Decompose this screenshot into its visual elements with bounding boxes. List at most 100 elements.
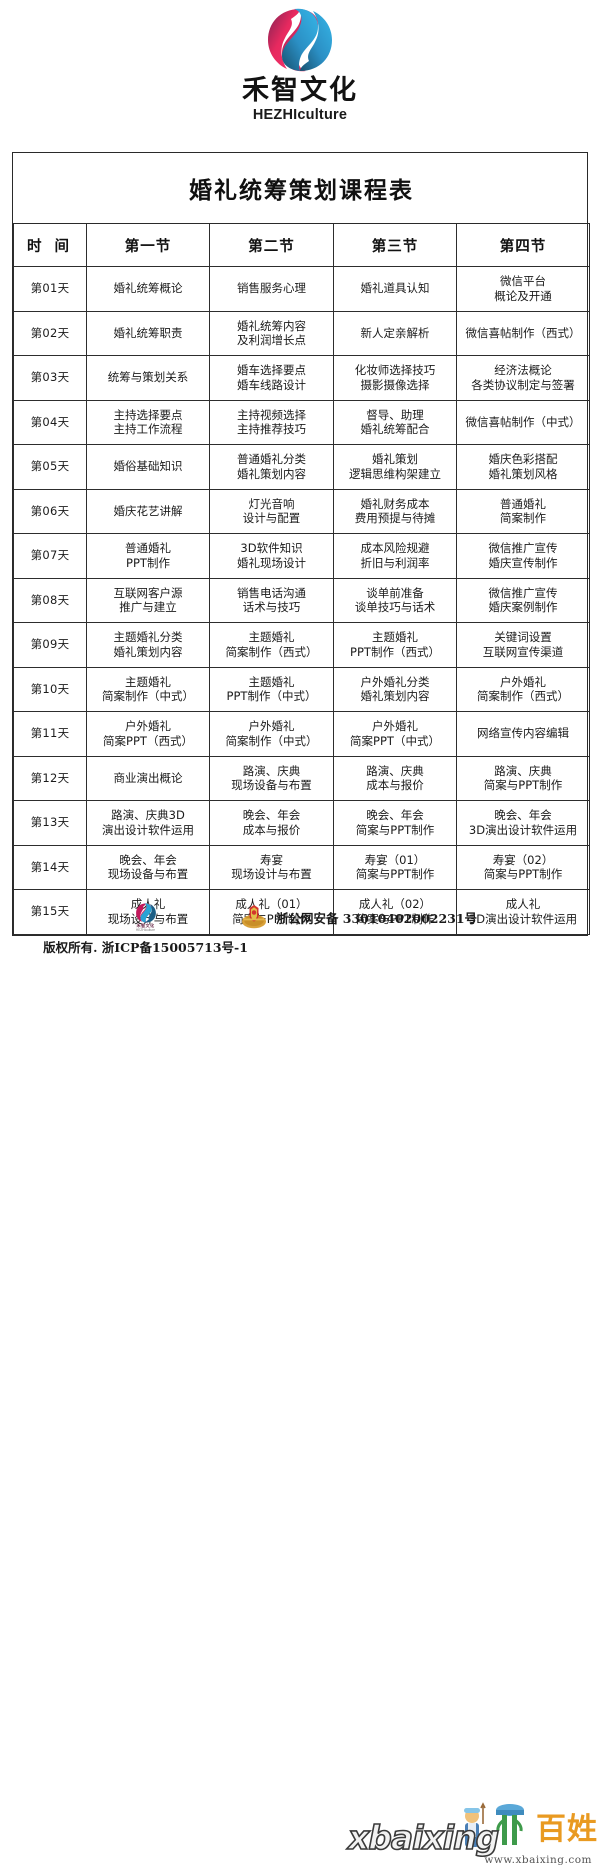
cell-line: 普通婚礼分类 (237, 452, 306, 467)
site-watermark: 百姓 xbaixing www.xbaixing.com (330, 1800, 600, 1870)
cell-session-2: 主题婚礼 简案制作（西式） (209, 622, 334, 668)
cell-session-3: 路演、庆典 成本与报价 (333, 755, 457, 801)
table-row: 第08天 互联网客户源 推广与建立 销售电话沟通 话术与技巧 谈单前准备 谈单技巧与话术 微信… (13, 577, 591, 623)
cell-session-1: 统筹与策划关系 (86, 355, 210, 401)
cell-line: 谈单技巧与话术 (354, 600, 436, 615)
cell-line: 成本风险规避 (360, 541, 430, 556)
cell-line: 成本与报价 (366, 778, 424, 793)
cell-line: 微信喜帖制作（西式） (465, 325, 581, 340)
watermark-figure-icon (464, 1802, 524, 1847)
cell-session-1: 普通婚礼 PPT制作 (86, 533, 210, 579)
cell-line: 概论及开通 (494, 288, 552, 303)
table-row: 第14天 晚会、年会 现场设备与布置 寿宴 现场设计与布置 寿宴（01） 简案与PPT制作寿… (13, 844, 591, 890)
cell-line: 户外婚礼分类 (360, 674, 430, 689)
cell-session-1: 婚俗基础知识 (86, 444, 210, 490)
cell-line: 推广与建立 (119, 600, 177, 615)
cell-line: 户外婚礼 (248, 719, 295, 734)
hezhi-swirl-logo-icon (268, 8, 332, 72)
cell-line: 销售电话沟通 (237, 585, 306, 600)
table-row: 第05天 婚俗基础知识 普通婚礼分类 婚礼策划内容 婚礼策划 逻辑思维构架建立 婚庆色彩搭配… (13, 444, 591, 490)
cell-session-3: 户外婚礼 简案PPT（中式） (333, 711, 457, 757)
cell-line: 主题婚礼 (248, 674, 295, 689)
cell-line: 简案制作（中式） (225, 733, 318, 748)
footer-logo-name-cn: 禾智文化 (136, 923, 155, 928)
cell-line: 微信推广宣传 (488, 541, 558, 556)
cell-session-4: 网络宣传内容编辑 (455, 711, 591, 757)
copyright-block: 禾智文化 HEZHIculture 版权所有. 浙ICP备15005713号-1 (28, 902, 263, 956)
police-record-block: 浙公网安备 33010402002231号 (241, 902, 477, 932)
cell-day: 第01天 (13, 266, 87, 312)
cell-session-4: 户外婚礼 简案制作（西式） (455, 666, 591, 712)
cell-day: 第05天 (13, 444, 87, 490)
cell-day: 第03天 (13, 355, 87, 401)
table-row: 第12天 商业演出概论 路演、庆典 现场设备与布置 路演、庆典 成本与报价 路演、庆典 简案与… (13, 755, 591, 801)
cell-session-1: 婚礼统筹职责 (86, 310, 210, 356)
cell-session-3: 寿宴（01） 简案与PPT制作 (333, 844, 457, 890)
cell-line: 婚礼统筹职责 (113, 325, 183, 340)
cell-line: 路演、庆典 (366, 763, 424, 778)
cell-session-3: 晚会、年会 简案与PPT制作 (333, 800, 457, 846)
table-row: 第06天 婚庆花艺讲解 灯光音响 设计与配置 婚礼财务成本 费用预提与待摊 普通婚礼 简案制作 (13, 488, 591, 534)
police-record-row[interactable]: 浙公网安备 33010402002231号 (239, 902, 477, 932)
cell-session-1: 主持选择要点 主持工作流程 (86, 399, 210, 445)
column-header-session-4: 第四节 (455, 223, 591, 267)
cell-line: 婚礼策划风格 (488, 466, 558, 481)
cell-line: 婚礼策划内容 (237, 466, 306, 481)
cell-session-2: 主题婚礼 PPT制作（中式） (209, 666, 334, 712)
cell-session-2: 普通婚礼分类 婚礼策划内容 (209, 444, 334, 490)
cell-line: 互联网宣传渠道 (482, 644, 564, 659)
cell-line: 简案PPT（中式） (350, 733, 440, 748)
schedule-sheet: 婚礼统筹策划课程表 时 间 第一节 第二节 第三节 第四节 第01天 婚礼统筹概论… (12, 152, 591, 936)
cell-line: 主题婚礼 (372, 630, 418, 645)
cell-line: 主题婚礼 (125, 674, 171, 689)
cell-session-4: 微信喜帖制作（中式） (455, 399, 591, 445)
cell-line: 婚庆色彩搭配 (488, 452, 558, 467)
cell-line: 督导、助理 (366, 407, 424, 422)
cell-line: 婚礼现场设计 (237, 555, 306, 570)
cell-day: 第13天 (13, 800, 87, 846)
cell-session-1: 商业演出概论 (86, 755, 210, 801)
cell-line: 演出设计软件运用 (102, 822, 194, 837)
cell-line: PPT制作 (126, 555, 170, 570)
cell-session-3: 成人礼（02） 简案与PPT制作 (333, 889, 457, 935)
table-row: 第11天 户外婚礼 简案PPT（西式） 户外婚礼 简案制作（中式） 户外婚礼 简案PPT（中… (13, 711, 591, 757)
cell-line: 成人礼 (505, 897, 541, 912)
cell-session-4: 微信平台 概论及开通 (455, 266, 591, 312)
cell-session-2: 户外婚礼 简案制作（中式） (209, 711, 334, 757)
watermark-url: www.xbaixing.com (484, 1854, 592, 1866)
cell-line: 主题婚礼分类 (113, 630, 183, 645)
cell-line: 晚会、年会 (242, 808, 301, 823)
cell-line: 婚庆案例制作 (488, 600, 558, 615)
cell-line: 及利润增长点 (237, 333, 306, 348)
cell-session-2: 主持视频选择 主持推荐技巧 (209, 399, 334, 445)
cell-line: 化妆师选择技巧 (354, 363, 436, 378)
cell-line: 婚车选择要点 (237, 363, 306, 378)
cell-line: 晚会、年会 (366, 808, 424, 823)
cell-line: 3D演出设计软件运用 (468, 822, 578, 837)
cell-line: 折旧与利润率 (360, 555, 430, 570)
cell-session-3: 督导、助理 婚礼统筹配合 (333, 399, 457, 445)
cell-line: 商业演出概论 (113, 770, 183, 785)
cell-line: 简案制作（中式） (102, 689, 194, 704)
cell-session-4: 经济法概论 各类协议制定与签署 (455, 355, 591, 401)
cell-line: 3D软件知识 (240, 541, 303, 556)
cell-line: 逻辑思维构架建立 (349, 466, 441, 481)
footer-logo-name-en: HEZHIculture (135, 927, 156, 932)
cell-session-3: 主题婚礼 PPT制作（西式） (333, 622, 457, 668)
cell-session-4: 成人礼 3D演出设计软件运用 (455, 889, 591, 935)
cell-line: 普通婚礼 (500, 496, 546, 511)
cell-line: 婚礼策划内容 (360, 689, 430, 704)
cell-line: 摄影摄像选择 (360, 377, 430, 392)
police-badge-icon (241, 905, 266, 929)
cell-line: 婚礼统筹内容 (237, 318, 306, 333)
cell-line: 话术与技巧 (242, 600, 301, 615)
cell-session-2: 灯光音响 设计与配置 (209, 488, 334, 534)
cell-line: 网络宣传内容编辑 (477, 726, 569, 741)
cell-line: PPT制作（中式） (226, 689, 317, 704)
cell-line: 简案与PPT制作 (355, 911, 435, 926)
cell-line: 婚礼策划 (372, 452, 418, 467)
cell-session-1: 路演、庆典3D 演出设计软件运用 (86, 800, 210, 846)
cell-session-2: 晚会、年会 成本与报价 (209, 800, 334, 846)
cell-session-3: 婚礼财务成本 费用预提与待摊 (333, 488, 457, 534)
column-header-session-3: 第三节 (333, 223, 457, 267)
